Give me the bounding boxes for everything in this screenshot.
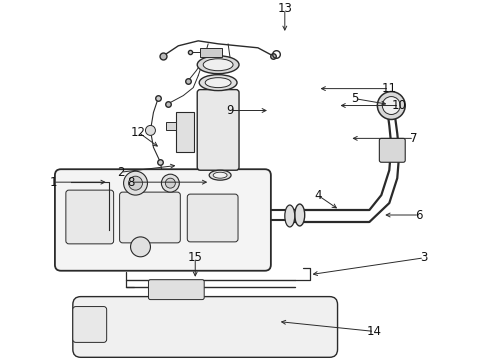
FancyBboxPatch shape xyxy=(55,169,270,271)
Text: 6: 6 xyxy=(415,208,422,221)
Ellipse shape xyxy=(213,172,226,178)
Circle shape xyxy=(165,178,175,188)
Text: 12: 12 xyxy=(131,126,146,139)
Bar xyxy=(166,122,176,130)
Circle shape xyxy=(123,171,147,195)
Text: 9: 9 xyxy=(226,104,233,117)
Text: 7: 7 xyxy=(409,132,417,145)
Circle shape xyxy=(145,125,155,135)
FancyBboxPatch shape xyxy=(148,280,204,300)
Bar xyxy=(200,48,222,57)
Ellipse shape xyxy=(199,75,237,91)
Text: 4: 4 xyxy=(313,189,321,202)
Text: 1: 1 xyxy=(49,176,57,189)
FancyBboxPatch shape xyxy=(187,194,238,242)
Circle shape xyxy=(161,174,179,192)
Ellipse shape xyxy=(284,205,294,227)
FancyBboxPatch shape xyxy=(66,190,113,244)
FancyBboxPatch shape xyxy=(379,138,405,162)
Ellipse shape xyxy=(294,204,304,226)
Ellipse shape xyxy=(197,56,239,74)
Text: 8: 8 xyxy=(126,176,134,189)
Circle shape xyxy=(382,96,400,114)
Circle shape xyxy=(377,91,405,120)
Text: 3: 3 xyxy=(420,251,427,264)
Text: 10: 10 xyxy=(391,99,406,112)
Text: 13: 13 xyxy=(277,3,292,15)
Text: 2: 2 xyxy=(117,166,124,179)
FancyBboxPatch shape xyxy=(73,297,337,357)
Text: 11: 11 xyxy=(381,82,396,95)
Text: 5: 5 xyxy=(350,92,357,105)
Text: 14: 14 xyxy=(366,325,381,338)
Ellipse shape xyxy=(203,59,233,71)
FancyBboxPatch shape xyxy=(73,307,106,342)
FancyBboxPatch shape xyxy=(120,192,180,243)
Ellipse shape xyxy=(209,170,231,180)
Text: 15: 15 xyxy=(187,251,202,264)
FancyBboxPatch shape xyxy=(197,90,239,170)
Bar xyxy=(176,112,194,152)
Circle shape xyxy=(128,176,142,190)
Circle shape xyxy=(130,237,150,257)
Ellipse shape xyxy=(205,78,231,87)
